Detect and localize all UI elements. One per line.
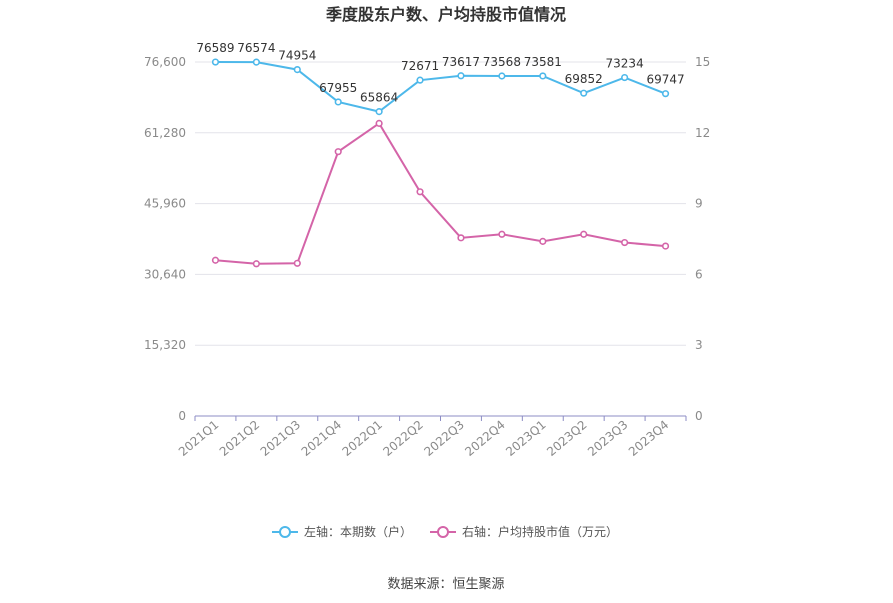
- left-tick-label: 15,320: [144, 338, 186, 352]
- chart-title: 季度股东户数、户均持股市值情况: [325, 5, 566, 24]
- x-tick-label: 2021Q1: [176, 418, 221, 459]
- right-tick-label: 6: [695, 267, 703, 281]
- legend-item-1[interactable]: 左轴：本期数（户）: [272, 524, 412, 539]
- data-point[interactable]: [580, 89, 588, 97]
- data-point[interactable]: [416, 188, 424, 196]
- data-point[interactable]: [211, 256, 220, 264]
- x-tick-label: 2022Q4: [462, 418, 507, 459]
- legend-marker: [437, 526, 449, 538]
- legend-item-2[interactable]: 右轴：户均持股市值（万元）: [430, 524, 618, 539]
- x-tick-label: 2022Q3: [421, 418, 466, 459]
- data-point[interactable]: [252, 58, 260, 66]
- data-point[interactable]: [252, 260, 260, 268]
- right-tick-label: 3: [695, 338, 703, 352]
- data-point[interactable]: [621, 238, 629, 247]
- x-tick-label: 2022Q2: [380, 418, 425, 459]
- x-tick-label: 2021Q3: [258, 418, 303, 459]
- data-point[interactable]: [621, 73, 629, 82]
- data-point[interactable]: [375, 108, 383, 116]
- data-point[interactable]: [498, 72, 506, 80]
- left-tick-label: 61,280: [144, 126, 186, 140]
- data-label: 76589: [196, 41, 234, 55]
- x-tick-label: 2023Q1: [503, 418, 548, 459]
- data-label: 73234: [606, 57, 644, 71]
- data-point[interactable]: [539, 72, 547, 80]
- grid: [195, 61, 686, 346]
- data-point[interactable]: [334, 148, 342, 156]
- data-label: 69747: [646, 73, 684, 87]
- left-tick-label: 45,960: [144, 197, 186, 211]
- data-point[interactable]: [334, 98, 342, 106]
- data-point[interactable]: [375, 119, 383, 127]
- data-point[interactable]: [293, 66, 301, 74]
- data-label: 76574: [237, 41, 275, 55]
- x-tick-label: 2023Q4: [626, 418, 671, 459]
- left-axis: 0 15,320 30,640 45,960 61,280 76,600: [144, 55, 186, 423]
- source-note: 数据来源：恒生聚源: [387, 577, 504, 592]
- data-point[interactable]: [661, 90, 670, 98]
- x-tick-label: 2022Q1: [340, 418, 385, 459]
- legend[interactable]: 左轴：本期数（户） 右轴：户均持股市值（万元）: [272, 524, 618, 539]
- data-point[interactable]: [457, 72, 465, 80]
- legend-label: 左轴：本期数（户）: [304, 524, 412, 539]
- data-point[interactable]: [211, 58, 220, 66]
- data-label: 67955: [319, 81, 357, 95]
- left-tick-label: 0: [178, 409, 186, 423]
- data-label: 73581: [524, 55, 562, 69]
- legend-marker: [279, 526, 291, 538]
- right-tick-label: 15: [695, 55, 710, 69]
- data-point[interactable]: [293, 259, 301, 267]
- series-line-2: [215, 121, 666, 265]
- right-tick-label: 12: [695, 126, 710, 140]
- right-tick-label: 9: [695, 197, 703, 211]
- left-tick-label: 76,600: [144, 55, 186, 69]
- x-tick-label: 2023Q3: [585, 418, 630, 459]
- data-point[interactable]: [416, 76, 424, 84]
- legend-label: 右轴：户均持股市值（万元）: [462, 524, 618, 539]
- right-tick-label: 0: [695, 409, 703, 423]
- data-label: 65864: [360, 91, 398, 105]
- right-axis: 0 3 6 9 12 15: [695, 55, 710, 423]
- series-line-1: [215, 61, 666, 113]
- data-label: 69852: [565, 72, 603, 86]
- data-label: 73617: [442, 55, 480, 69]
- x-axis: 2021Q12021Q22021Q32021Q42022Q12022Q22022…: [176, 416, 687, 459]
- data-point[interactable]: [661, 242, 670, 250]
- data-point[interactable]: [457, 234, 465, 242]
- x-tick-label: 2021Q2: [217, 418, 262, 459]
- left-tick-label: 30,640: [144, 267, 186, 281]
- data-point[interactable]: [580, 230, 588, 238]
- data-label: 72671: [401, 59, 439, 73]
- x-tick-label: 2021Q4: [299, 418, 344, 459]
- x-tick-label: 2023Q2: [544, 418, 589, 459]
- data-point[interactable]: [539, 237, 547, 245]
- data-point[interactable]: [498, 230, 506, 238]
- data-label: 74954: [278, 49, 316, 63]
- data-label: 73568: [483, 55, 521, 69]
